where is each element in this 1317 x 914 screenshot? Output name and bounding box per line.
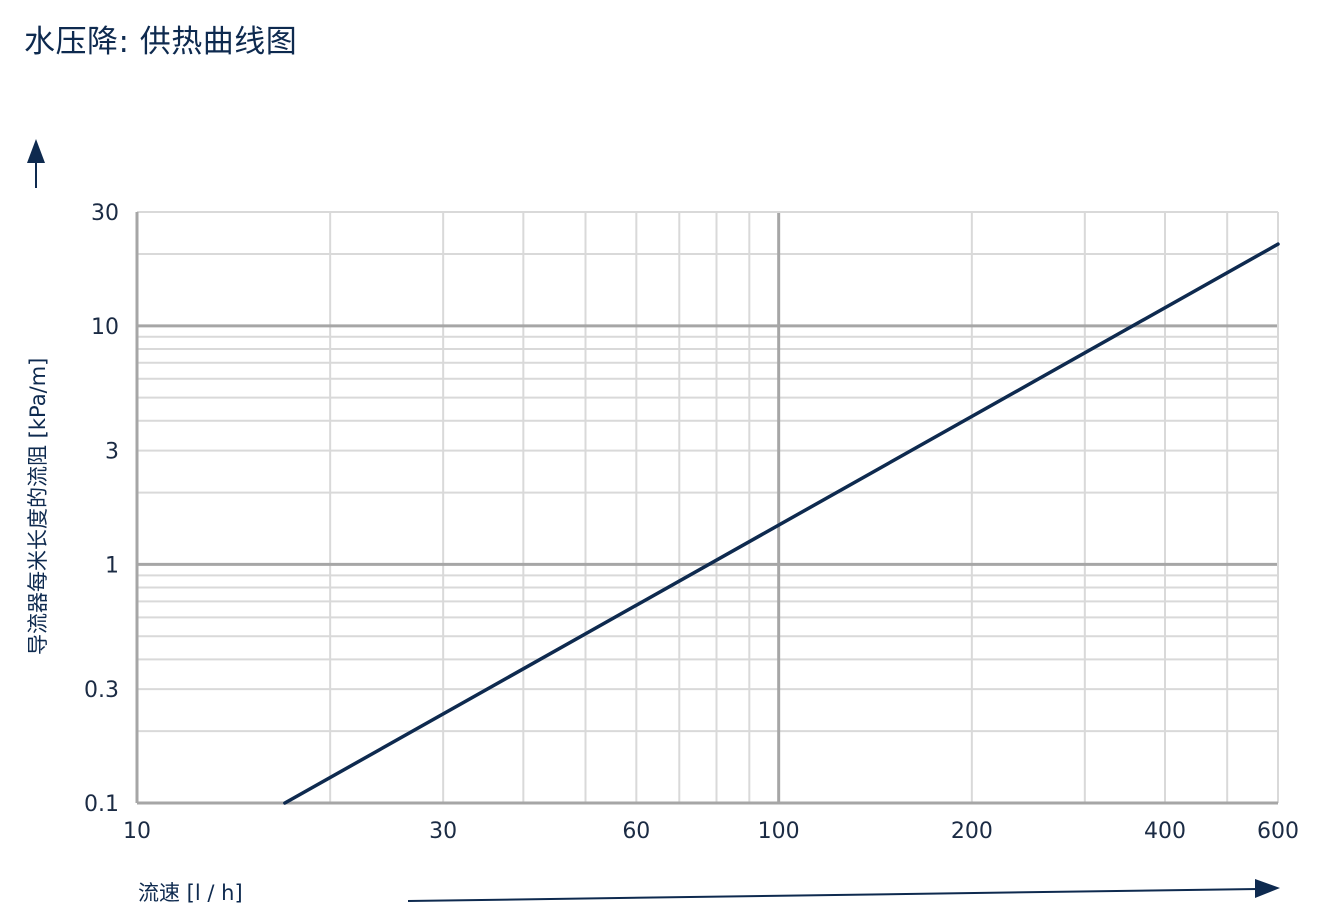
y-tick-label: 0.3 (84, 678, 119, 703)
x-tick-label: 400 (1144, 819, 1186, 844)
x-tick-label: 10 (123, 819, 151, 844)
x-tick-label: 30 (429, 819, 457, 844)
x-tick-label: 600 (1257, 819, 1299, 844)
x-tick-label: 60 (622, 819, 650, 844)
plot-frame (135, 211, 1279, 805)
y-axis-arrow-head (27, 139, 45, 163)
series-group (283, 242, 1280, 805)
y-tick-label: 10 (91, 315, 119, 340)
x-tick-labels: 10 30 60 100 200 400 600 (123, 819, 1299, 844)
series-line-0 (283, 242, 1280, 805)
x-tick-label: 200 (951, 819, 993, 844)
x-axis-arrow (407, 888, 1259, 902)
grid (137, 212, 1278, 803)
y-tick-labels: 0.1 0.3 1 3 10 30 (84, 201, 119, 817)
page-title: 水压降: 供热曲线图 (24, 24, 298, 60)
x-axis-arrow-head (1255, 879, 1280, 898)
x-axis-label: 流速 [l / h] (138, 881, 243, 905)
y-tick-label: 0.1 (84, 792, 119, 817)
y-axis-label: 导流器每米长度的流阻 [kPa/m] (26, 358, 50, 655)
x-tick-label: 100 (758, 819, 800, 844)
y-tick-label: 1 (105, 553, 119, 578)
y-tick-label: 3 (105, 440, 119, 465)
y-tick-label: 30 (91, 201, 119, 226)
